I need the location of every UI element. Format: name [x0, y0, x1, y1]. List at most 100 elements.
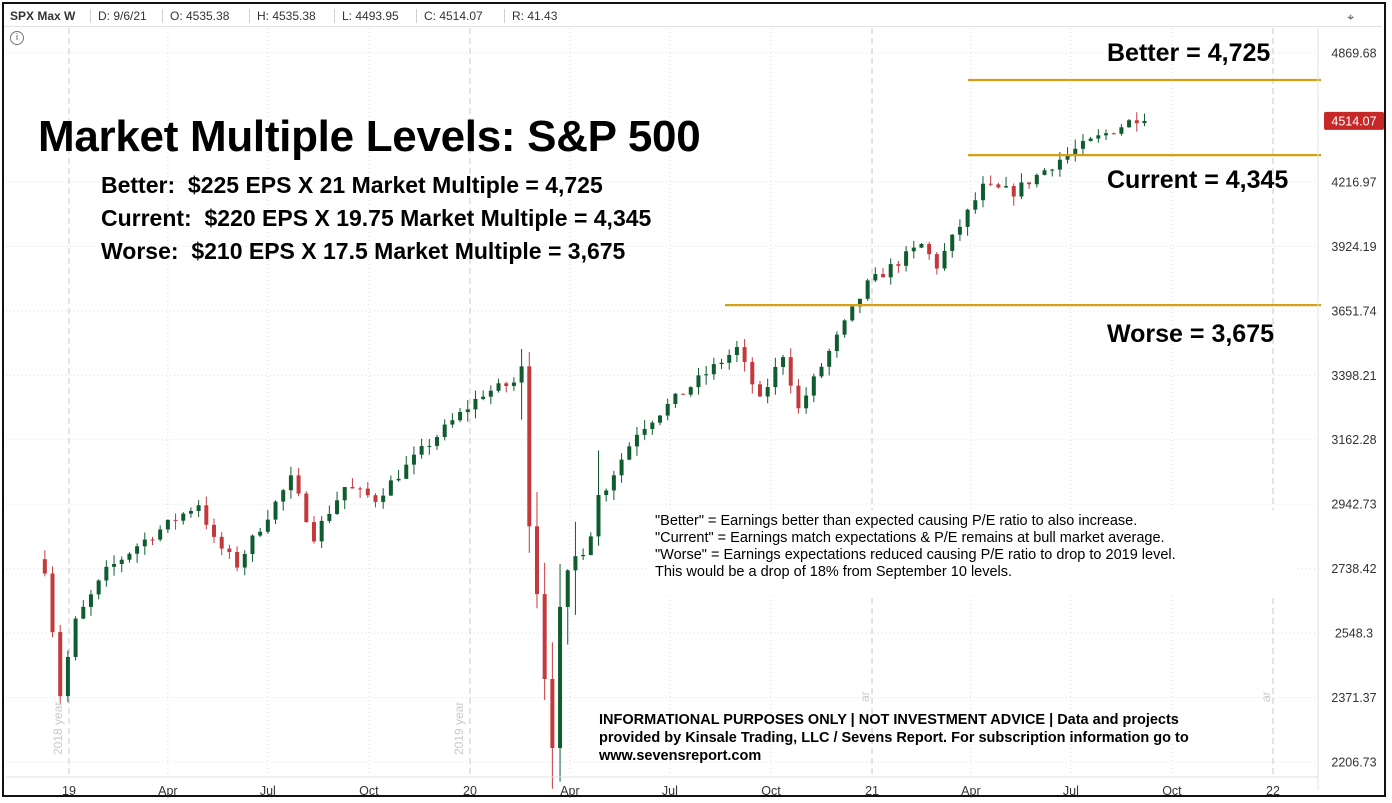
time-tick-label: Apr [961, 784, 980, 798]
crosshair-settings-icon[interactable]: ⌖ [1347, 10, 1354, 24]
candle-body [504, 383, 509, 386]
candle-body [834, 334, 839, 352]
candle-up [1042, 168, 1047, 176]
candle-down [173, 513, 178, 530]
candle-body [242, 553, 247, 568]
candle-up [281, 488, 286, 511]
candle-up [481, 390, 486, 401]
time-tick-label: 19 [62, 784, 76, 798]
candle-up [704, 366, 709, 385]
candle-up [142, 532, 147, 555]
candle-body [934, 254, 939, 269]
candle-up [73, 616, 78, 661]
candle-body [458, 412, 463, 421]
candle-body [696, 375, 701, 388]
candle-body [1127, 120, 1132, 128]
candle-body [980, 183, 985, 201]
candle-body [619, 459, 624, 476]
candle-body [65, 656, 70, 697]
candle-body [1096, 135, 1101, 139]
candle-up [1096, 129, 1101, 143]
year-watermark: 2019 year [452, 702, 466, 755]
candle-body [681, 393, 686, 395]
candle-up [381, 488, 386, 509]
candle-up [450, 413, 455, 428]
candle-up [834, 331, 839, 358]
candle-body [404, 464, 409, 479]
year-watermark: ar [858, 691, 872, 702]
candle-body [565, 570, 570, 607]
candle-up [519, 349, 524, 420]
candle-body [688, 387, 693, 395]
candle-body [1104, 133, 1109, 136]
worse-level-label: Worse = 3,675 [1107, 320, 1275, 348]
symbol-label[interactable]: SPX Max W [10, 9, 76, 23]
candle-up [435, 434, 440, 450]
candle-body [1004, 186, 1009, 188]
candle-up [819, 362, 824, 379]
candle-down [934, 251, 939, 275]
candle-body [112, 564, 117, 567]
candle-body [827, 351, 832, 367]
candle-body [165, 519, 170, 530]
candle-body [365, 488, 370, 496]
candle-down [204, 496, 209, 530]
time-tick-label: Oct [761, 784, 781, 798]
candle-body [304, 493, 309, 523]
candle-body [650, 422, 655, 429]
candle-body [796, 385, 801, 409]
candle-down [212, 518, 217, 544]
candle-body [311, 522, 316, 542]
candle-body [719, 362, 724, 365]
candle-body [788, 357, 793, 386]
current-price-label: 4514.07 [1331, 114, 1376, 128]
candle-up [158, 525, 163, 542]
candle-up [919, 243, 924, 249]
candle-body [488, 390, 493, 397]
candle-body [581, 554, 586, 557]
candle-down [50, 566, 55, 638]
candle-up [1073, 139, 1078, 162]
candle-up [781, 354, 786, 375]
candle-body [604, 490, 609, 496]
candle-up [765, 378, 770, 404]
candle-body [1142, 120, 1147, 124]
candle-up [688, 386, 693, 397]
candle-body [104, 566, 109, 581]
candle-body [1034, 174, 1039, 185]
candle-body [988, 183, 993, 185]
candle-body [419, 446, 424, 455]
candle-body [1019, 182, 1024, 197]
candle-body [1027, 182, 1032, 185]
candle-up [1050, 168, 1055, 177]
candle-body [273, 501, 278, 520]
candle-up [665, 398, 670, 421]
note-drop: This would be a drop of 18% from Septemb… [655, 564, 1013, 580]
candle-up [104, 560, 109, 587]
info-icon[interactable]: i [10, 31, 24, 45]
candle-body [857, 298, 862, 307]
disclaimer-link[interactable]: www.sevensreport.com [599, 748, 762, 764]
candle-up [181, 512, 186, 525]
candle-down [757, 380, 762, 398]
candle-body [81, 606, 86, 619]
candle-up [419, 438, 424, 459]
price-tick-label: 2942.73 [1331, 498, 1376, 512]
time-tick-label: Jul [260, 784, 276, 798]
candle-up [827, 348, 832, 376]
candle-up [696, 367, 701, 395]
candle-down [881, 268, 886, 278]
candle-body [496, 383, 501, 391]
candle-down [1011, 183, 1016, 206]
candle-up [842, 319, 847, 338]
candle-body [527, 366, 532, 527]
candle-up [127, 552, 132, 563]
candle-down [927, 241, 932, 260]
price-tick-label: 2738.42 [1331, 562, 1376, 576]
time-tick-label: Jul [662, 784, 678, 798]
candle-down [550, 642, 555, 789]
candle-body [865, 280, 870, 299]
candle-body [973, 200, 978, 210]
candle-body [750, 361, 755, 385]
candle-body [673, 393, 678, 404]
